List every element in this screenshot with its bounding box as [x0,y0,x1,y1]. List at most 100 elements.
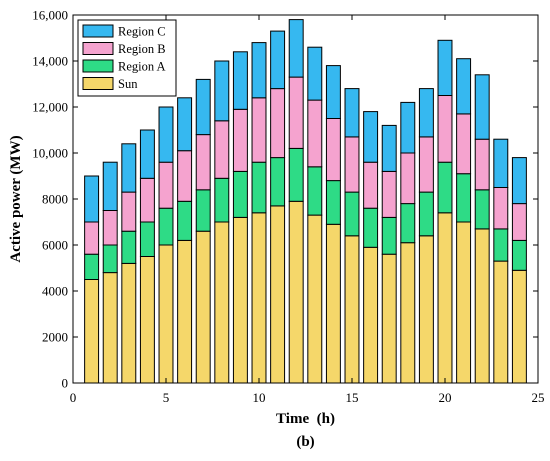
bar-segment-sun-18 [400,242,416,384]
y-tick-label: 10,000 [32,146,68,161]
bar-segment-region-c-2 [102,161,118,211]
bar-segment-region-a-20 [437,161,453,214]
bar-segment-region-a-18 [400,203,416,244]
y-tick-label: 6000 [42,238,68,253]
bar-segment-sun-4 [139,256,155,384]
x-tick-label: 10 [253,390,266,405]
y-tick-label: 0 [62,376,69,391]
bar-segment-sun-21 [456,221,472,384]
x-tick-label: 25 [532,390,545,405]
bar-segment-region-a-13 [307,166,323,216]
bar-segment-sun-5 [158,244,174,384]
bar-segment-sun-3 [121,262,137,384]
bar-segment-region-b-23 [493,187,509,230]
bar-segment-region-b-24 [511,203,527,241]
bar-segment-region-a-16 [363,207,379,248]
bar-segment-region-b-5 [158,161,174,209]
bar-segment-region-b-22 [474,138,490,191]
y-tick-label: 16,000 [32,8,68,23]
legend-label-region-a: Region A [118,60,166,74]
bar-segment-region-c-9 [232,51,248,110]
bar-segment-region-c-13 [307,46,323,101]
legend-label-sun: Sun [118,77,138,91]
bar-segment-region-a-12 [288,147,304,202]
bar-segment-region-c-20 [437,39,453,96]
bar-segment-region-c-18 [400,101,416,154]
bar-segment-region-c-10 [251,42,267,99]
bar-segment-region-b-3 [121,191,137,232]
bar-segment-sun-12 [288,200,304,384]
bar-segment-region-c-7 [195,78,211,136]
bar-segment-sun-13 [307,214,323,384]
bar-segment-region-a-9 [232,170,248,218]
legend-swatch-sun [82,77,114,90]
bar-segment-region-b-8 [214,120,230,179]
bar-segment-region-b-10 [251,97,267,163]
bar-segment-region-a-23 [493,228,509,262]
y-tick-label: 12,000 [32,100,68,115]
bar-segment-region-a-11 [270,157,286,207]
x-axis-title: Time (h) [276,411,335,427]
bar-segment-region-a-19 [418,191,434,237]
bar-segment-region-b-4 [139,177,155,223]
bar-segment-region-c-5 [158,106,174,163]
bar-segment-sun-8 [214,221,230,384]
bar-segment-region-b-21 [456,113,472,175]
y-tick-label: 14,000 [32,54,68,69]
bar-segment-sun-24 [511,269,527,384]
bar-segment-sun-9 [232,216,248,384]
x-tick-label: 15 [346,390,359,405]
bar-segment-region-a-14 [325,180,341,225]
bar-segment-region-a-2 [102,244,118,274]
bar-segment-sun-11 [270,205,286,384]
bar-segment-region-c-19 [418,88,434,138]
bar-segment-region-c-22 [474,74,490,140]
bar-segment-region-a-17 [381,216,397,255]
bar-segment-region-b-20 [437,95,453,163]
y-axis-title: Active power (MW) [8,135,24,262]
bar-segment-region-a-7 [195,189,211,232]
bar-segment-region-c-12 [288,19,304,78]
bar-segment-region-c-21 [456,58,472,115]
bar-segment-region-b-11 [270,88,286,159]
bar-segment-region-c-4 [139,129,155,179]
bar-segment-region-b-14 [325,118,341,182]
bar-segment-sun-19 [418,235,434,384]
figure-caption: (b) [296,434,314,450]
y-tick-label: 4000 [42,284,68,299]
bar-segment-region-a-6 [177,200,193,241]
bar-segment-sun-23 [493,260,509,384]
legend-swatch-region-c [82,24,114,38]
bar-segment-region-a-24 [511,239,527,271]
bar-segment-sun-6 [177,239,193,384]
bar-segment-region-c-16 [363,111,379,163]
bar-segment-sun-20 [437,212,453,384]
bar-segment-region-a-15 [344,191,360,237]
bar-segment-sun-16 [363,246,379,384]
bar-segment-region-a-4 [139,221,155,257]
bars-layer [84,19,527,384]
bar-segment-region-a-1 [84,253,100,280]
bar-segment-sun-17 [381,253,397,384]
bar-segment-region-a-8 [214,177,230,223]
bar-segment-region-b-7 [195,134,211,191]
bar-segment-region-b-16 [363,161,379,209]
y-tick-label: 8000 [42,192,68,207]
y-tick-label: 2000 [42,330,68,345]
bar-segment-region-a-10 [251,161,267,214]
x-tick-label: 0 [70,390,77,405]
bar-segment-region-c-3 [121,143,137,193]
bar-segment-region-b-9 [232,108,248,172]
bar-segment-region-b-1 [84,221,100,255]
bar-segment-region-b-15 [344,136,360,193]
bar-segment-sun-2 [102,272,118,384]
bar-segment-region-b-6 [177,150,193,202]
bar-segment-region-b-18 [400,152,416,205]
bar-segment-sun-22 [474,228,490,384]
bar-segment-region-c-6 [177,97,193,152]
legend-label-region-b: Region B [118,42,166,56]
bar-segment-sun-1 [84,279,100,384]
bar-segment-region-a-21 [456,173,472,223]
